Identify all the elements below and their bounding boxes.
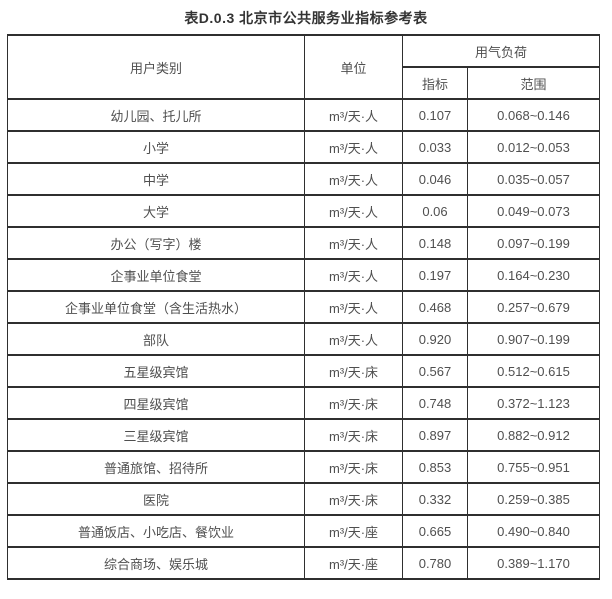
cell-category: 五星级宾馆 (7, 354, 305, 388)
cell-range: 0.097~0.199 (467, 226, 600, 260)
cell-indicator: 0.332 (402, 482, 468, 516)
table-row: 企事业单位食堂 m³/天·人 0.197 0.164~0.230 (7, 258, 600, 292)
header-gas-load: 用气负荷 (402, 34, 600, 68)
table-row: 中学 m³/天·人 0.046 0.035~0.057 (7, 162, 600, 196)
header-unit: 单位 (304, 34, 403, 100)
cell-unit: m³/天·人 (304, 226, 403, 260)
cell-category: 普通旅馆、招待所 (7, 450, 305, 484)
table-row: 企事业单位食堂（含生活热水） m³/天·人 0.468 0.257~0.679 (7, 290, 600, 324)
cell-indicator: 0.148 (402, 226, 468, 260)
cell-range: 0.490~0.840 (467, 514, 600, 548)
table-header: 用户类别 单位 用气负荷 指标 范围 (7, 34, 600, 100)
cell-indicator: 0.033 (402, 130, 468, 164)
table-row: 部队 m³/天·人 0.920 0.907~0.199 (7, 322, 600, 356)
cell-unit: m³/天·床 (304, 354, 403, 388)
cell-unit: m³/天·人 (304, 290, 403, 324)
cell-category: 企事业单位食堂（含生活热水） (7, 290, 305, 324)
cell-unit: m³/天·人 (304, 130, 403, 164)
cell-unit: m³/天·床 (304, 386, 403, 420)
cell-category: 医院 (7, 482, 305, 516)
cell-range: 0.907~0.199 (467, 322, 600, 356)
table-row: 普通饭店、小吃店、餐饮业 m³/天·座 0.665 0.490~0.840 (7, 514, 600, 548)
cell-indicator: 0.920 (402, 322, 468, 356)
header-category: 用户类别 (7, 34, 305, 100)
header-row-1: 用户类别 单位 用气负荷 (7, 34, 600, 100)
reference-table: 用户类别 单位 用气负荷 指标 范围 幼儿园、托儿所 m³/天·人 0.107 … (7, 34, 600, 580)
cell-unit: m³/天·床 (304, 418, 403, 452)
cell-unit: m³/天·床 (304, 450, 403, 484)
table-row: 大学 m³/天·人 0.06 0.049~0.073 (7, 194, 600, 228)
table-row: 五星级宾馆 m³/天·床 0.567 0.512~0.615 (7, 354, 600, 388)
cell-category: 企事业单位食堂 (7, 258, 305, 292)
cell-unit: m³/天·座 (304, 546, 403, 580)
cell-range: 0.512~0.615 (467, 354, 600, 388)
cell-unit: m³/天·人 (304, 162, 403, 196)
cell-category: 四星级宾馆 (7, 386, 305, 420)
cell-range: 0.257~0.679 (467, 290, 600, 324)
cell-indicator: 0.567 (402, 354, 468, 388)
table-row: 办公（写字）楼 m³/天·人 0.148 0.097~0.199 (7, 226, 600, 260)
cell-range: 0.389~1.170 (467, 546, 600, 580)
header-row-2: 指标 范围 (8, 66, 600, 100)
cell-unit: m³/天·座 (304, 514, 403, 548)
cell-indicator: 0.107 (402, 98, 468, 132)
table-row: 三星级宾馆 m³/天·床 0.897 0.882~0.912 (7, 418, 600, 452)
cell-category: 三星级宾馆 (7, 418, 305, 452)
cell-range: 0.755~0.951 (467, 450, 600, 484)
table-row: 小学 m³/天·人 0.033 0.012~0.053 (7, 130, 600, 164)
table-body: 幼儿园、托儿所 m³/天·人 0.107 0.068~0.146 小学 m³/天… (7, 98, 600, 580)
cell-range: 0.068~0.146 (467, 98, 600, 132)
cell-category: 幼儿园、托儿所 (7, 98, 305, 132)
cell-unit: m³/天·人 (304, 194, 403, 228)
cell-category: 办公（写字）楼 (7, 226, 305, 260)
cell-indicator: 0.468 (402, 290, 468, 324)
cell-unit: m³/天·人 (304, 98, 403, 132)
table-row: 医院 m³/天·床 0.332 0.259~0.385 (7, 482, 600, 516)
cell-category: 中学 (7, 162, 305, 196)
cell-range: 0.259~0.385 (467, 482, 600, 516)
cell-indicator: 0.06 (402, 194, 468, 228)
cell-category: 小学 (7, 130, 305, 164)
header-range: 范围 (467, 66, 600, 100)
cell-indicator: 0.897 (402, 418, 468, 452)
document-page: 表D.0.3 北京市公共服务业指标参考表 用户类别 单位 用气负荷 指标 范围 … (7, 10, 600, 580)
cell-indicator: 0.197 (402, 258, 468, 292)
cell-category: 大学 (7, 194, 305, 228)
cell-range: 0.372~1.123 (467, 386, 600, 420)
cell-indicator: 0.046 (402, 162, 468, 196)
cell-unit: m³/天·人 (304, 322, 403, 356)
cell-indicator: 0.665 (402, 514, 468, 548)
header-indicator: 指标 (402, 66, 468, 100)
cell-range: 0.882~0.912 (467, 418, 600, 452)
cell-unit: m³/天·床 (304, 482, 403, 516)
cell-range: 0.012~0.053 (467, 130, 600, 164)
cell-indicator: 0.780 (402, 546, 468, 580)
cell-unit: m³/天·人 (304, 258, 403, 292)
table-title: 表D.0.3 北京市公共服务业指标参考表 (184, 10, 428, 26)
cell-indicator: 0.853 (402, 450, 468, 484)
cell-category: 部队 (7, 322, 305, 356)
cell-range: 0.035~0.057 (467, 162, 600, 196)
cell-indicator: 0.748 (402, 386, 468, 420)
cell-range: 0.049~0.073 (467, 194, 600, 228)
table-row: 幼儿园、托儿所 m³/天·人 0.107 0.068~0.146 (7, 98, 600, 132)
cell-category: 普通饭店、小吃店、餐饮业 (7, 514, 305, 548)
table-row: 综合商场、娱乐城 m³/天·座 0.780 0.389~1.170 (7, 546, 600, 580)
table-row: 普通旅馆、招待所 m³/天·床 0.853 0.755~0.951 (7, 450, 600, 484)
cell-category: 综合商场、娱乐城 (7, 546, 305, 580)
table-row: 四星级宾馆 m³/天·床 0.748 0.372~1.123 (7, 386, 600, 420)
cell-range: 0.164~0.230 (467, 258, 600, 292)
